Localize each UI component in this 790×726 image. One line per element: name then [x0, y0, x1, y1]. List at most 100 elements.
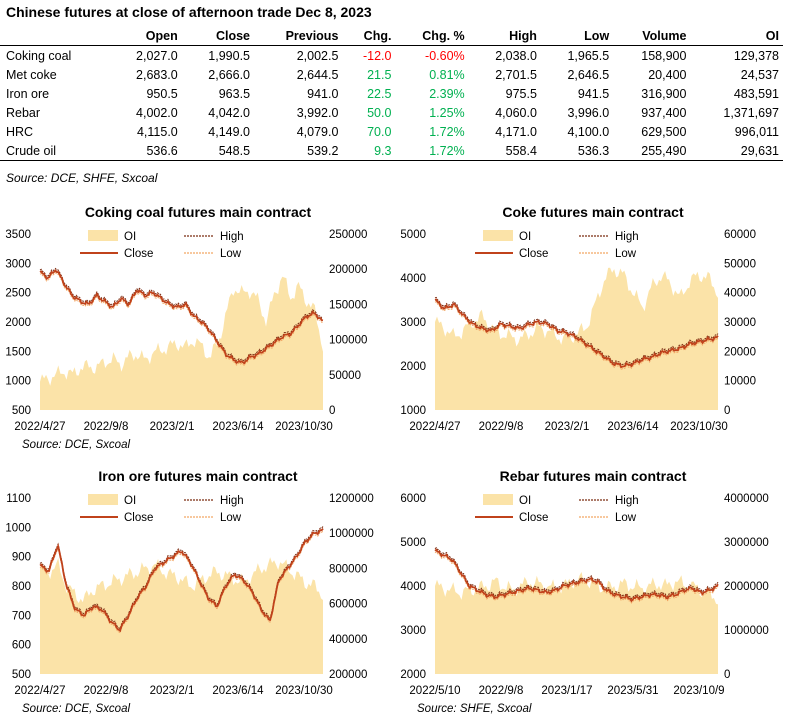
table-cell: 129,378 — [733, 48, 779, 63]
table-cell: 3,992.0 — [296, 105, 339, 120]
y-tick-label: 5000 — [400, 537, 426, 549]
y-tick-label: 1000 — [5, 522, 31, 534]
y-tick-label: 500 — [12, 669, 31, 681]
table-cell: 2,027.0 — [136, 48, 178, 63]
legend-oi-swatch — [88, 494, 118, 505]
high-line — [39, 267, 324, 362]
table-cell: 1,965.5 — [567, 48, 610, 63]
x-tick-label: 2023/1/17 — [541, 685, 592, 697]
high-line — [434, 296, 719, 366]
legend-label-oi: OI — [124, 495, 136, 507]
legend-label-oi: OI — [519, 495, 531, 507]
x-tick-label: 2022/4/27 — [14, 421, 65, 433]
commodity-name: Crude oil — [0, 141, 110, 161]
chart-title: Coking coal futures main contract — [85, 204, 312, 220]
table-cell: 963.5 — [218, 86, 251, 101]
x-tick-label: 2022/4/27 — [409, 421, 460, 433]
x-tick-label: 2022/9/8 — [479, 685, 524, 697]
y-tick-label: 1100 — [6, 493, 31, 505]
commodity-name: Coking coal — [6, 48, 72, 63]
table-cell: 941.5 — [577, 86, 610, 101]
y2-tick-label: 20000 — [724, 346, 756, 358]
y2-tick-label: 10000 — [724, 376, 756, 388]
table-cell: 2,683.0 — [136, 67, 178, 82]
y2-tick-label: 60000 — [724, 229, 756, 241]
table-cell: 950.5 — [146, 86, 178, 101]
col-header-high: High — [468, 26, 541, 46]
col-header-low: Low — [540, 26, 614, 46]
table-cell: 539.2 — [254, 141, 343, 161]
table-cell: 255,490 — [613, 141, 691, 161]
y-tick-label: 700 — [12, 610, 31, 622]
table-row: HRC 4,115.0 4,149.0 4,079.0 70.0 1.72% 4,171.0… — [0, 122, 783, 141]
chart-rebar: Rebar futures main contract 6000 5000 4000 3… — [395, 462, 790, 724]
table-cell: 2.39% — [429, 86, 465, 101]
legend-oi-swatch — [483, 494, 513, 505]
col-header-open: Open — [109, 26, 182, 46]
chart-iron-ore: Iron ore futures main contract 1100 1000 90… — [0, 462, 395, 724]
x-tick-label: 2022/4/27 — [14, 685, 65, 697]
x-tick-label: 2023/10/30 — [275, 685, 333, 697]
y2-tick-label: 200000 — [329, 264, 367, 276]
y2-tick-label: 4000000 — [724, 493, 769, 505]
legend-label-close: Close — [124, 248, 153, 260]
x-tick-label: 2022/9/8 — [84, 421, 129, 433]
close-line — [39, 269, 324, 365]
x-tick-label: 2022/9/8 — [84, 685, 129, 697]
legend-label-oi: OI — [519, 231, 531, 243]
table-cell: 1.72% — [395, 141, 469, 161]
chart-source: Source: DCE, Sxcoal — [22, 703, 130, 715]
table-cell: 2,038.0 — [495, 48, 537, 63]
y2-tick-label: 400000 — [329, 634, 367, 646]
table-cell: 4,171.0 — [495, 124, 537, 139]
x-tick-label: 2023/6/14 — [607, 421, 659, 433]
col-header-volume: Volume — [613, 26, 691, 46]
oi-area — [40, 276, 323, 410]
legend-label-close: Close — [519, 248, 548, 260]
y-tick-label: 3000 — [5, 258, 31, 270]
table-header-row: Open Close Previous Chg. Chg. % High Low… — [0, 26, 783, 46]
y2-tick-label: 30000 — [724, 317, 756, 329]
chart-coking-coal: Coking coal futures main contract 3500 300… — [0, 198, 395, 460]
y-tick-label: 3500 — [5, 229, 31, 241]
table-cell: 24,537 — [740, 67, 779, 82]
table-cell: 50.0 — [367, 105, 392, 120]
y-tick-label: 4000 — [400, 273, 426, 285]
oi-area — [435, 572, 718, 674]
y-tick-label: 3000 — [400, 317, 426, 329]
table-cell: 0.81% — [429, 67, 465, 82]
legend-label-high: High — [220, 495, 244, 507]
y2-tick-label: 0 — [724, 405, 730, 417]
table-cell: 158,900 — [641, 48, 687, 63]
y-tick-label: 5000 — [400, 229, 426, 241]
x-tick-label: 2023/6/14 — [212, 421, 264, 433]
y-tick-label: 2500 — [5, 288, 31, 300]
oi-area — [40, 557, 323, 674]
chart-title: Coke futures main contract — [502, 204, 684, 220]
futures-table: Open Close Previous Chg. Chg. % High Low… — [0, 26, 783, 161]
y2-tick-label: 40000 — [724, 288, 756, 300]
chart-coke: Coke futures main contract 5000 4000 3000 20… — [395, 198, 790, 460]
y2-tick-label: 0 — [329, 405, 335, 417]
y2-tick-label: 1000000 — [724, 625, 769, 637]
table-cell: -0.60% — [425, 48, 465, 63]
close-line — [434, 298, 719, 369]
y2-tick-label: 800000 — [329, 563, 367, 575]
y2-tick-label: 50000 — [329, 370, 361, 382]
legend-oi-swatch — [88, 230, 118, 241]
x-tick-label: 2023/6/14 — [212, 685, 264, 697]
legend-label-high: High — [220, 231, 244, 243]
legend-label-low: Low — [220, 512, 242, 524]
table-cell: 937,400 — [641, 105, 687, 120]
table-cell: 4,115.0 — [136, 124, 178, 139]
close-line — [434, 548, 719, 603]
y2-tick-label: 600000 — [329, 599, 367, 611]
table-cell: 536.6 — [109, 141, 182, 161]
table-cell: 4,149.0 — [208, 124, 251, 139]
low-line — [434, 301, 719, 370]
table-row: Crude oil 536.6 548.5 539.2 9.3 1.72% 558.4 536… — [0, 141, 783, 161]
table-cell: 996,011 — [734, 124, 779, 139]
legend-label-close: Close — [124, 512, 153, 524]
table-source: Source: DCE, SHFE, Sxcoal — [6, 171, 158, 185]
table-cell: 70.0 — [367, 124, 392, 139]
